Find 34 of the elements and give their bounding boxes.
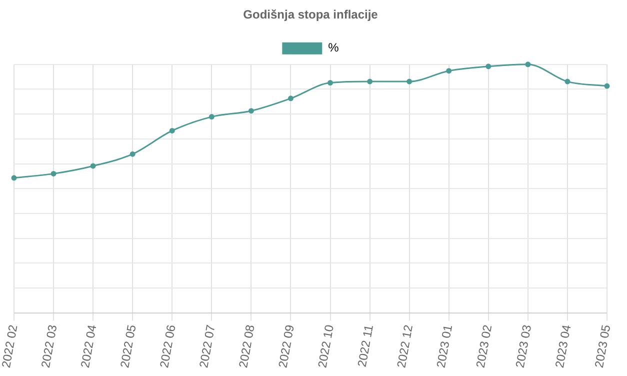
x-tick-label: 2022 10 [315,323,337,369]
point [486,64,492,70]
x-tick-label: 2023 05 [592,323,614,369]
x-tick-label: 2022 11 [354,323,376,368]
x-tick-label: 2022 05 [117,323,139,369]
point [169,128,175,134]
point [604,83,610,89]
point [130,151,136,157]
point [328,80,334,86]
point [208,114,214,120]
point [367,78,373,84]
point [50,170,56,176]
x-tick-label: 2022 03 [38,323,60,369]
x-tick-label: 2022 12 [394,323,416,369]
point [11,175,17,181]
x-tick-label: 2023 01 [434,323,456,369]
point [248,108,254,114]
x-tick-label: 2022 04 [78,323,100,369]
x-tick-label: 2023 04 [552,323,574,369]
point [446,68,452,74]
x-tick-label: 2022 06 [157,323,178,369]
x-tick-label: 2022 09 [276,323,298,369]
point [90,163,96,169]
point [288,96,294,102]
point [564,78,570,84]
x-tick-label: 2022 08 [236,323,258,369]
x-tick-label: 2023 03 [512,323,534,369]
x-tick-label: 2022 02 [0,323,20,369]
x-tick-label: 2023 02 [473,323,495,369]
point [406,78,412,84]
chart-title: Godišnja stopa inflacije [243,8,378,22]
x-tick-label: 2022 07 [196,323,218,369]
legend-label: % [328,40,340,55]
point [525,62,531,68]
